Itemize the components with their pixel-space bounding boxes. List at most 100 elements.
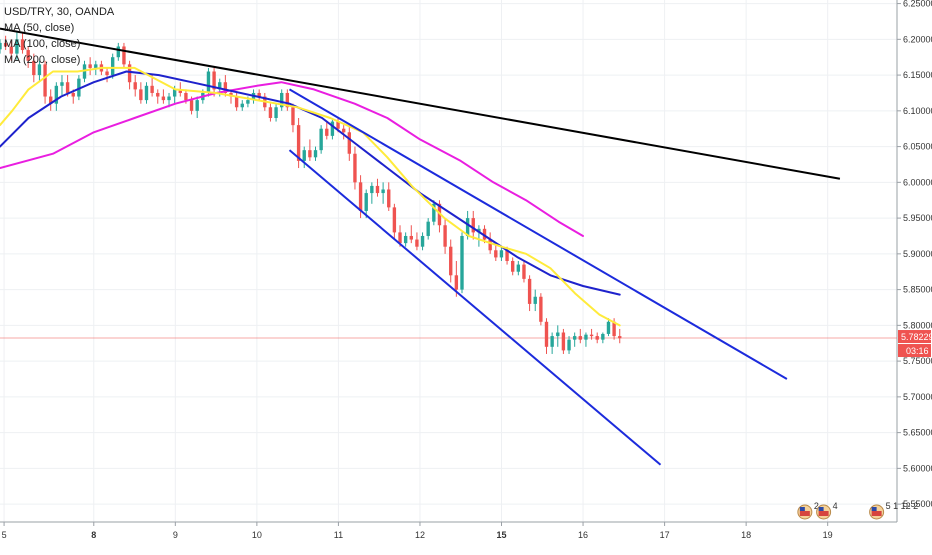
candle-body[interactable]	[122, 46, 126, 65]
candle-body[interactable]	[460, 235, 464, 290]
candle-body[interactable]	[527, 278, 532, 304]
candle-body[interactable]	[409, 235, 413, 240]
candle-body[interactable]	[584, 334, 588, 340]
candle-body[interactable]	[325, 128, 329, 136]
candle-body[interactable]	[516, 264, 521, 272]
candle-body[interactable]	[167, 96, 171, 101]
candle-body[interactable]	[449, 246, 453, 276]
candle-body[interactable]	[296, 125, 301, 161]
candle-body[interactable]	[116, 46, 121, 58]
ma100-label[interactable]: MA (100, close)	[4, 38, 81, 50]
candle-body[interactable]	[454, 275, 459, 290]
candle-body[interactable]	[341, 128, 346, 133]
candle-body[interactable]	[561, 332, 566, 351]
candle-body[interactable]	[3, 42, 8, 47]
symbol-label[interactable]: USD/TRY, 30, OANDA	[4, 6, 115, 18]
candle-body[interactable]	[268, 107, 273, 118]
candle-body[interactable]	[336, 121, 340, 129]
candle-body[interactable]	[60, 82, 64, 86]
candle-body[interactable]	[358, 182, 363, 211]
candle-body[interactable]	[88, 64, 92, 68]
candle-body[interactable]	[257, 92, 261, 97]
candle-body[interactable]	[370, 185, 374, 194]
candle-body[interactable]	[488, 239, 492, 251]
candle-body[interactable]	[347, 132, 352, 154]
candle-body[interactable]	[550, 336, 554, 347]
candle-body[interactable]	[398, 232, 402, 244]
candle-body[interactable]	[212, 71, 216, 90]
candle-body[interactable]	[381, 189, 385, 194]
trendline-channel-lower[interactable]	[288, 149, 662, 466]
candle-body[interactable]	[589, 334, 594, 337]
candle-body[interactable]	[511, 261, 515, 272]
candle-body[interactable]	[375, 185, 380, 194]
candle-body[interactable]	[387, 189, 391, 208]
candle-body[interactable]	[522, 264, 526, 279]
candle-body[interactable]	[32, 60, 36, 76]
candle-body[interactable]	[578, 336, 582, 340]
candle-body[interactable]	[184, 92, 188, 101]
candle-body[interactable]	[432, 203, 436, 222]
candle-body[interactable]	[285, 92, 290, 108]
candle-body[interactable]	[426, 221, 430, 236]
candle-body[interactable]	[246, 100, 250, 104]
trendline-channel-upper[interactable]	[288, 88, 788, 380]
candle-body[interactable]	[364, 193, 368, 211]
candle-body[interactable]	[572, 336, 577, 340]
candle-body[interactable]	[415, 239, 419, 247]
candle-body[interactable]	[43, 64, 47, 97]
candle-body[interactable]	[240, 103, 244, 108]
candle-body[interactable]	[302, 150, 306, 161]
candle-body[interactable]	[499, 250, 504, 258]
candle-body[interactable]	[319, 128, 323, 151]
candle-body[interactable]	[595, 336, 599, 340]
candle-body[interactable]	[606, 321, 611, 334]
candle-body[interactable]	[172, 89, 177, 97]
candle-body[interactable]	[20, 39, 25, 51]
candle-body[interactable]	[618, 336, 622, 339]
candle-body[interactable]	[420, 235, 425, 247]
candle-body[interactable]	[218, 82, 222, 90]
candle-body[interactable]	[195, 100, 199, 111]
candle-body[interactable]	[280, 92, 284, 108]
candle-body[interactable]	[144, 85, 149, 101]
candle-body[interactable]	[0, 42, 2, 50]
candle-body[interactable]	[189, 100, 194, 111]
candle-body[interactable]	[601, 333, 605, 340]
candle-body[interactable]	[443, 225, 447, 247]
candle-body[interactable]	[94, 64, 98, 68]
candle-body[interactable]	[567, 339, 571, 351]
candle-body[interactable]	[556, 332, 560, 337]
candle-body[interactable]	[206, 71, 211, 93]
candle-body[interactable]	[544, 321, 549, 347]
candle-body[interactable]	[178, 89, 182, 93]
candle-body[interactable]	[9, 46, 13, 54]
candle-body[interactable]	[26, 50, 30, 61]
candle-body[interactable]	[274, 107, 278, 118]
ma50-label[interactable]: MA (50, close)	[4, 22, 75, 34]
candle-body[interactable]	[15, 39, 19, 54]
candle-body[interactable]	[127, 64, 132, 83]
candle-body[interactable]	[539, 296, 543, 322]
candle-body[interactable]	[477, 228, 481, 233]
candle-body[interactable]	[82, 64, 87, 79]
candle-body[interactable]	[465, 218, 470, 236]
candle-body[interactable]	[471, 218, 475, 233]
candle-body[interactable]	[133, 82, 137, 90]
ma50-line[interactable]	[0, 66, 621, 327]
candle-body[interactable]	[291, 107, 295, 126]
candle-body[interactable]	[533, 296, 537, 304]
trendline-resistance[interactable]	[0, 27, 841, 180]
candle-body[interactable]	[403, 235, 408, 244]
candle-body[interactable]	[612, 321, 616, 337]
candle-body[interactable]	[223, 82, 228, 93]
candle-body[interactable]	[234, 96, 239, 108]
ma200-line[interactable]	[0, 81, 584, 237]
candle-body[interactable]	[353, 153, 357, 183]
candle-body[interactable]	[139, 89, 143, 101]
candle-body[interactable]	[482, 228, 487, 240]
candle-body[interactable]	[494, 250, 498, 258]
candle-body[interactable]	[161, 96, 166, 101]
candle-body[interactable]	[505, 250, 509, 261]
